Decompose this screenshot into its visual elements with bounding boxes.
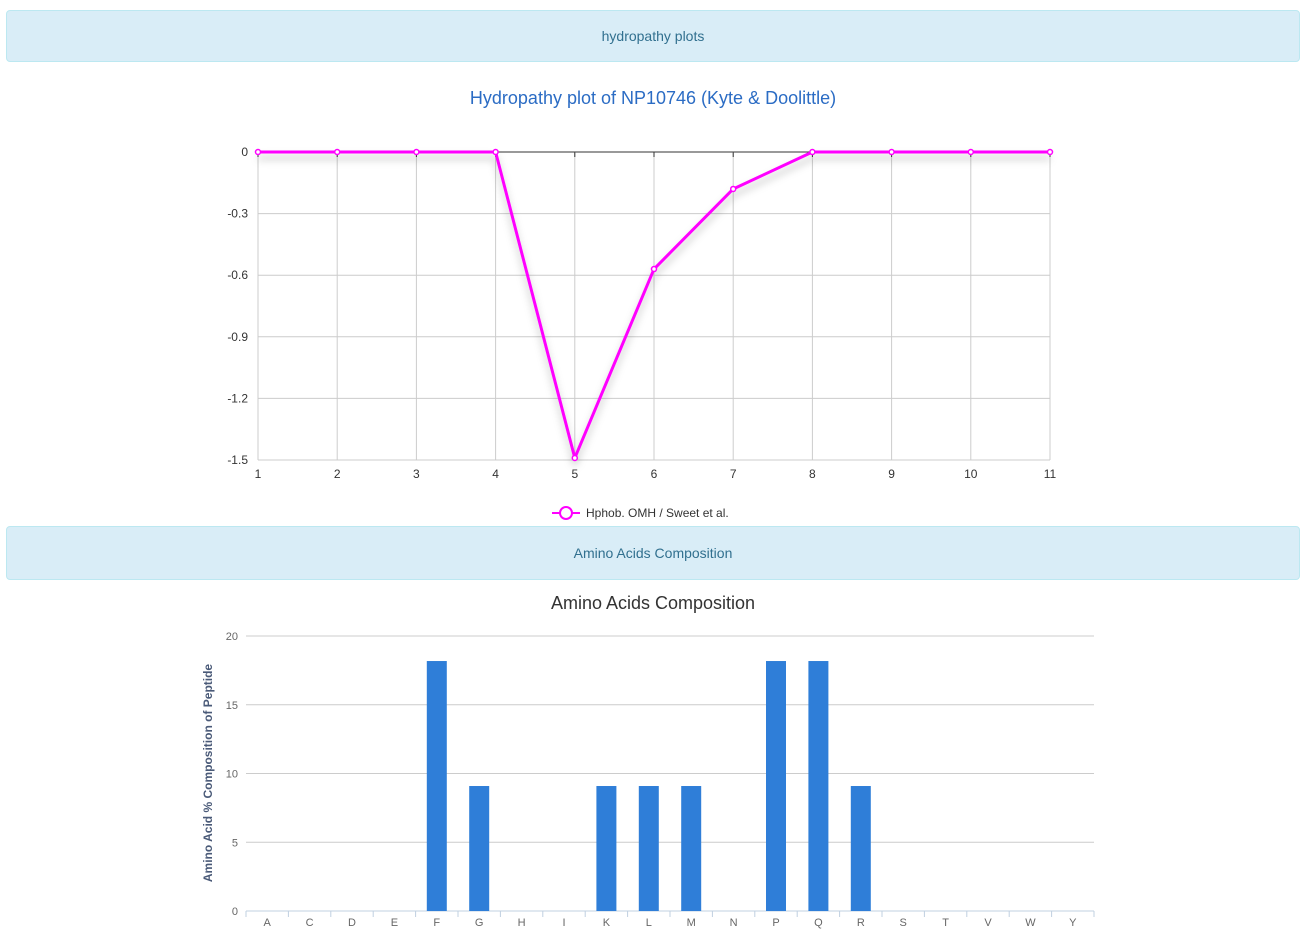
- x-tick-label: 11: [1044, 467, 1057, 481]
- y-tick-label: -0.9: [227, 330, 248, 344]
- x-tick-label: 2: [334, 467, 341, 481]
- data-point[interactable]: [809, 148, 816, 156]
- hydropathy-grid: [257, 151, 1051, 461]
- x-tick-label: N: [730, 917, 738, 929]
- x-tick-label: M: [687, 917, 696, 929]
- x-tick-label: R: [857, 917, 865, 929]
- x-tick-label: D: [348, 917, 356, 929]
- bar-Q[interactable]: [808, 661, 829, 911]
- bar-F[interactable]: [426, 661, 447, 911]
- x-tick-label: Y: [1069, 917, 1077, 929]
- data-point[interactable]: [967, 148, 975, 156]
- hydropathy-chart-title: Hydropathy plot of NP10746 (Kyte & Dooli…: [470, 88, 836, 108]
- y-tick-label: 10: [226, 769, 238, 781]
- x-tick-label: S: [900, 917, 907, 929]
- bar-G[interactable]: [469, 786, 490, 911]
- x-tick-label: 8: [809, 467, 816, 481]
- hydropathy-x-axis: 1 2 3 4 5 6 7 8 9 10 11: [255, 467, 1057, 481]
- x-tick-label: H: [518, 917, 526, 929]
- hydropathy-y-axis: 0 -0.3 -0.6 -0.9 -1.2 -1.5: [227, 145, 248, 467]
- composition-chart-title: Amino Acids Composition: [551, 593, 755, 613]
- composition-y-axis-label: Amino Acid % Composition of Peptide: [201, 664, 215, 883]
- x-tick-label: I: [562, 917, 565, 929]
- legend-series-name: Hphob. OMH / Sweet et al.: [586, 506, 729, 520]
- data-point[interactable]: [571, 454, 579, 462]
- data-point[interactable]: [413, 148, 420, 156]
- x-tick-label: A: [264, 917, 272, 929]
- data-point[interactable]: [650, 265, 658, 273]
- x-tick-label: P: [772, 917, 779, 929]
- hydropathy-legend[interactable]: Hphob. OMH / Sweet et al.: [552, 506, 729, 520]
- bar-K[interactable]: [596, 786, 617, 911]
- hydropathy-panel-title: hydropathy plots: [601, 28, 705, 44]
- y-tick-label: -1.2: [227, 391, 248, 405]
- data-point[interactable]: [729, 185, 737, 193]
- y-tick-label: 0: [241, 145, 248, 159]
- x-tick-label: Q: [814, 917, 823, 929]
- y-tick-label: 15: [226, 700, 238, 712]
- composition-bars: [426, 661, 871, 911]
- x-tick-label: T: [942, 917, 949, 929]
- y-tick-label: 5: [232, 837, 238, 849]
- x-tick-label: V: [984, 917, 992, 929]
- x-tick-label: 3: [413, 467, 420, 481]
- hydropathy-chart: Hydropathy plot of NP10746 (Kyte & Dooli…: [227, 88, 1057, 520]
- x-tick-label: E: [391, 917, 398, 929]
- bar-M[interactable]: [681, 786, 702, 911]
- bar-L[interactable]: [638, 786, 659, 911]
- hydropathy-series: [254, 148, 1054, 462]
- x-tick-label: C: [306, 917, 314, 929]
- composition-grid: [245, 635, 1095, 917]
- composition-panel-title: Amino Acids Composition: [573, 545, 733, 561]
- legend-marker-swatch: [559, 506, 573, 520]
- y-tick-label: 20: [226, 631, 238, 643]
- y-tick-label: -0.6: [227, 268, 248, 282]
- y-tick-label: -0.3: [227, 207, 248, 221]
- hydropathy-panel-heading: hydropathy plots: [6, 10, 1300, 62]
- data-point[interactable]: [492, 148, 499, 156]
- x-tick-label: 4: [492, 467, 499, 481]
- y-tick-label: 0: [232, 906, 238, 918]
- data-point[interactable]: [254, 148, 262, 156]
- data-point[interactable]: [888, 148, 895, 156]
- data-point[interactable]: [333, 148, 341, 156]
- x-tick-label: G: [475, 917, 484, 929]
- x-tick-label: 6: [651, 467, 658, 481]
- composition-panel-heading: Amino Acids Composition: [6, 526, 1300, 580]
- x-tick-label: 7: [730, 467, 737, 481]
- x-tick-label: 10: [964, 467, 978, 481]
- x-tick-label: W: [1025, 917, 1036, 929]
- y-tick-label: -1.5: [227, 453, 248, 467]
- bar-R[interactable]: [850, 786, 871, 911]
- x-tick-label: L: [646, 917, 652, 929]
- x-tick-label: 5: [571, 467, 578, 481]
- composition-y-axis: 0 5 10 15 20: [226, 631, 238, 918]
- x-tick-label: K: [603, 917, 611, 929]
- data-point[interactable]: [1046, 148, 1054, 156]
- x-tick-label: F: [433, 917, 440, 929]
- x-tick-label: 1: [255, 467, 262, 481]
- bar-P[interactable]: [766, 661, 786, 911]
- x-tick-label: 9: [888, 467, 895, 481]
